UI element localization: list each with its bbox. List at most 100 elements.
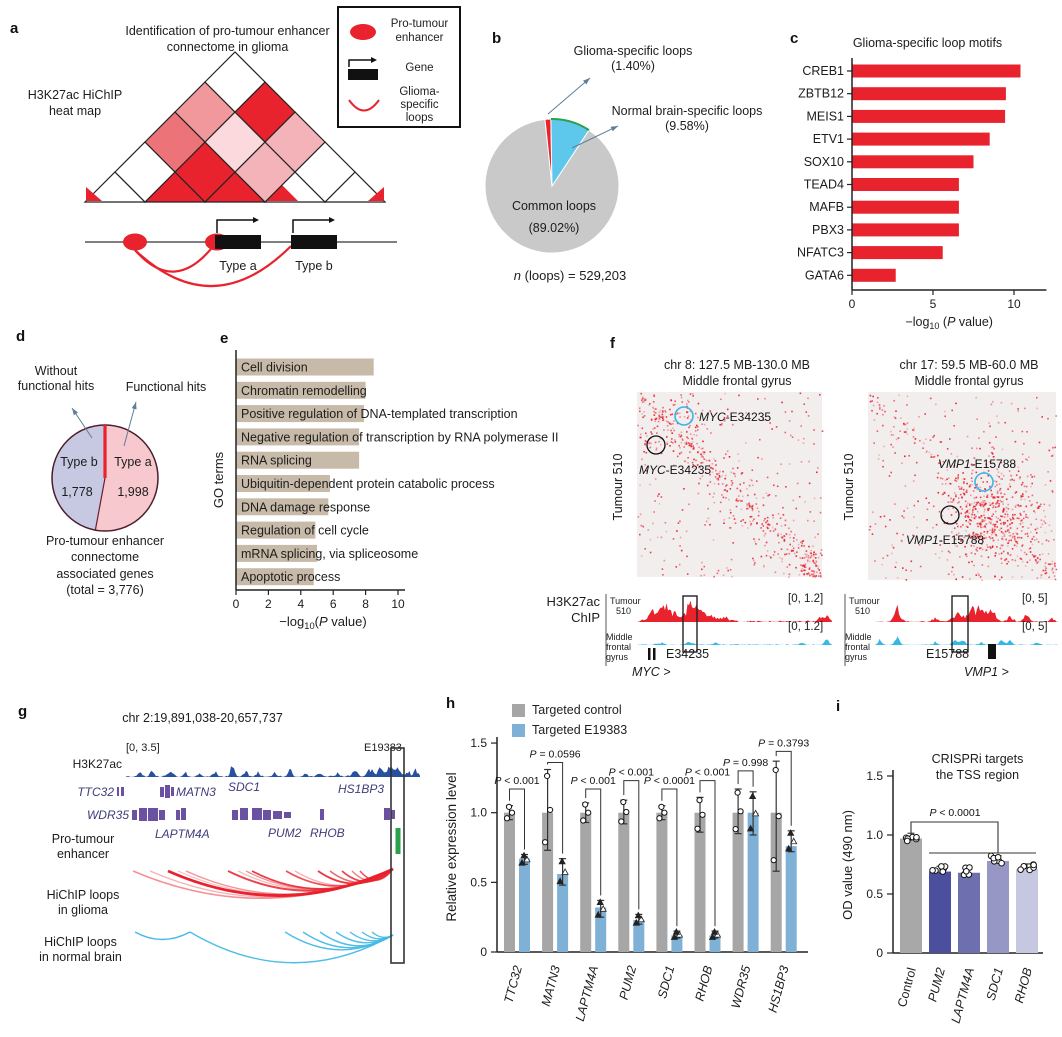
legend-loops-label: Glioma-specific loops <box>399 85 440 125</box>
legend-gene-label: Gene <box>405 61 434 74</box>
svg-text:0.5: 0.5 <box>866 887 883 901</box>
legend-row-loops: Glioma-specific loops <box>346 85 452 125</box>
svg-text:frontal: frontal <box>845 642 870 652</box>
svg-text:MYC >: MYC > <box>632 665 671 679</box>
svg-text:P < 0.001: P < 0.001 <box>685 767 730 779</box>
panel-e: e Cell division Chromatin remodelling Posi… <box>211 320 615 655</box>
pro-tumour-enhancer-icon <box>350 23 376 40</box>
svg-text:RHOB: RHOB <box>310 826 345 840</box>
panel-c: c Glioma-specific loop motifs CREB1 ZBTB1… <box>760 20 1062 331</box>
svg-text:NFATC3: NFATC3 <box>797 246 844 260</box>
svg-text:ETV1: ETV1 <box>813 132 844 146</box>
callout-functional-hits: Functional hits <box>125 380 207 394</box>
panel-h: h Targeted control Targeted E19383 0 0.5 1… <box>440 695 832 1037</box>
svg-text:MAFB: MAFB <box>809 200 844 214</box>
svg-text:P < 0.0001: P < 0.0001 <box>929 807 980 819</box>
svg-text:2: 2 <box>265 597 272 611</box>
svg-text:[0, 1.2]: [0, 1.2] <box>788 593 823 605</box>
svg-text:RHOB: RHOB <box>1012 966 1035 1005</box>
genome-browser-view: TTC32 MATN3 SDC1 HS1BP3 WDR35 LAPTM4A PUM2 RHOB <box>77 747 420 964</box>
h3k27ac-chip-tracks: H3K27acChIPTumour510MiddlefrontalgyrusTu… <box>547 593 1058 679</box>
svg-text:P = 0.0596: P = 0.0596 <box>530 749 581 761</box>
svg-text:P < 0.001: P < 0.001 <box>609 767 654 779</box>
svg-text:Tumour: Tumour <box>610 596 641 606</box>
heatmap-right-title: chr 17: 59.5 MB-60.0 MB Middle frontal gy… <box>899 358 1039 388</box>
panel-g-label: g <box>18 703 28 720</box>
panel-a: a Identification of pro-tumour enhancer … <box>0 0 465 320</box>
connectome-genes-pie: Type b 1,778 Type a 1,998 <box>51 401 159 532</box>
svg-text:Tumour: Tumour <box>849 596 880 606</box>
svg-text:[0, 5]: [0, 5] <box>1022 593 1048 605</box>
gene-icon <box>348 56 378 80</box>
panel-d: d Without functional hits Functional hits… <box>0 320 225 625</box>
svg-text:Regulation of cell cycle: Regulation of cell cycle <box>241 524 369 538</box>
svg-text:Chromatin remodelling: Chromatin remodelling <box>241 384 367 398</box>
svg-text:ChIP: ChIP <box>571 610 600 625</box>
glioma-loop-icon <box>348 98 380 111</box>
svg-text:P = 0.998: P = 0.998 <box>723 757 768 769</box>
svg-text:Type a: Type a <box>219 259 257 273</box>
svg-text:0: 0 <box>849 297 856 311</box>
svg-text:10: 10 <box>1007 297 1021 311</box>
panel-a-label: a <box>10 20 19 37</box>
svg-text:CREB1: CREB1 <box>802 64 844 78</box>
svg-text:PUM2: PUM2 <box>268 826 302 840</box>
panel-f-axis-labels: Tumour 510 Tumour 510 <box>611 453 856 520</box>
svg-text:E15788: E15788 <box>926 647 969 661</box>
svg-text:SDC1: SDC1 <box>984 966 1006 1002</box>
svg-text:Type b: Type b <box>295 259 333 273</box>
svg-text:PBX3: PBX3 <box>812 223 844 237</box>
svg-text:OD value (490 nm): OD value (490 nm) <box>840 810 855 920</box>
svg-text:TTC32: TTC32 <box>501 964 524 1005</box>
svg-text:E34235: E34235 <box>666 647 709 661</box>
svg-text:0: 0 <box>876 946 883 960</box>
svg-text:HS1BP3: HS1BP3 <box>338 782 384 796</box>
svg-text:PUM2: PUM2 <box>925 966 948 1003</box>
svg-text:0.5: 0.5 <box>470 875 487 889</box>
loop-pie-chart: Common loops (89.02%) <box>484 77 620 254</box>
svg-text:SDC1: SDC1 <box>655 964 677 1000</box>
h3k27ac-track-label: H3K27ac <box>72 757 122 771</box>
enhancer-gene-diagram: Type a Type b <box>85 217 397 288</box>
svg-text:10: 10 <box>391 597 405 611</box>
svg-text:P < 0.001: P < 0.001 <box>571 775 616 787</box>
svg-text:MEIS1: MEIS1 <box>806 109 844 123</box>
svg-text:SOX10: SOX10 <box>804 155 844 169</box>
svg-text:Negative regulation of transcr: Negative regulation of transcription by … <box>241 430 559 444</box>
panel-g: g chr 2:19,891,038-20,657,737 [0, 3.5] E… <box>0 695 440 1037</box>
heatmap-left-title: chr 8: 127.5 MB-130.0 MB Middle frontal g… <box>664 358 810 388</box>
svg-text:Tumour 510: Tumour 510 <box>842 453 856 520</box>
svg-text:P = 0.3793: P = 0.3793 <box>758 737 809 749</box>
svg-text:LAPTM4A: LAPTM4A <box>155 827 210 841</box>
panel-b-label: b <box>492 30 502 47</box>
svg-text:Type a: Type a <box>114 455 152 469</box>
loops-normal-label: HiChIP loops in normal brain <box>39 935 122 964</box>
svg-text:4: 4 <box>297 597 304 611</box>
pie-d-caption: Pro-tumour enhancer connectome associated… <box>45 534 165 597</box>
svg-text:−log10 (P value): −log10 (P value) <box>905 315 993 331</box>
svg-text:6: 6 <box>330 597 337 611</box>
callout-glioma-loops: Glioma-specific loops (1.40%) <box>573 44 693 73</box>
svg-text:510: 510 <box>855 606 870 616</box>
svg-text:WDR35: WDR35 <box>729 964 754 1010</box>
panel-c-label: c <box>790 30 799 47</box>
svg-text:SDC1: SDC1 <box>228 780 260 794</box>
svg-text:gyrus: gyrus <box>606 652 629 662</box>
svg-text:MATN3: MATN3 <box>539 964 563 1008</box>
panel-a-heatmap-label: H3K27ac HiChIP heat map <box>27 88 123 118</box>
panel-f: f chr 8: 127.5 MB-130.0 MB Middle frontal… <box>540 330 1062 698</box>
svg-text:1.0: 1.0 <box>470 806 487 820</box>
pro-tumour-enhancer-label: Pro-tumour enhancer <box>51 832 115 861</box>
svg-text:5: 5 <box>930 297 937 311</box>
panel-e-label: e <box>220 330 229 347</box>
legend-targeted-e19383: Targeted E19383 <box>512 723 627 737</box>
od-value-bar-chart: 0 0.5 1.0 1.5 OD value (490 nm) Control PUM2 LA… <box>840 769 1043 1025</box>
panel-g-title: chr 2:19,891,038-20,657,737 <box>122 711 283 725</box>
svg-text:H3K27ac: H3K27ac <box>547 594 601 609</box>
legend-enhancer-label: Pro-tumour enhancer <box>390 18 449 44</box>
hic-heatmap-chr17: VMP1-E15788 VMP1-E15788 <box>868 392 1058 581</box>
panel-i: i CRISPRi targets the TSS region 0 0.5 1.0 1… <box>828 695 1062 1037</box>
svg-text:gyrus: gyrus <box>845 652 868 662</box>
e19383-swatch <box>512 723 525 737</box>
